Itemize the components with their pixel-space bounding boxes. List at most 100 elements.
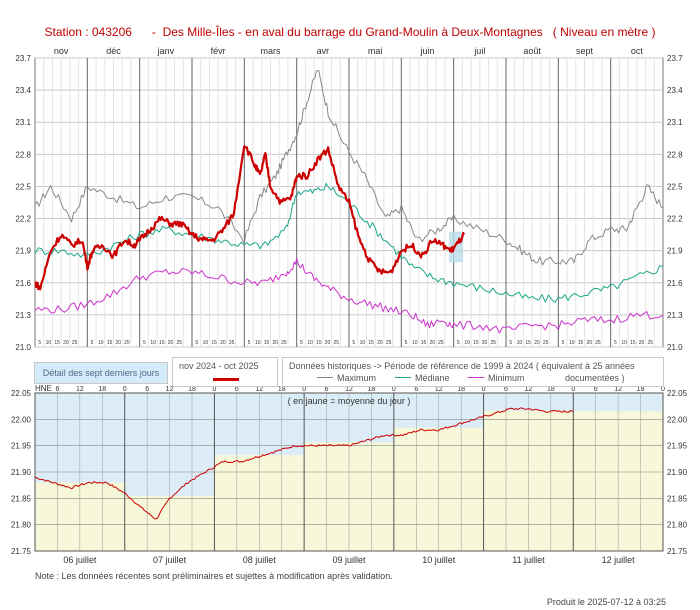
day-tick-label: 25 [333, 340, 339, 346]
day-tick-label: 25 [490, 340, 496, 346]
hour-tick-label: 12 [345, 386, 353, 393]
hour-tick-label: 18 [98, 386, 106, 393]
day-tick-label: 15 [107, 340, 113, 346]
hour-tick-label: 0 [392, 386, 396, 393]
hour-tick-label: 12 [614, 386, 622, 393]
day-tick-label: 10 [98, 340, 104, 346]
hour-tick-label: 6 [235, 386, 239, 393]
hour-tick-label: 18 [457, 386, 465, 393]
day-tick-label: 5 [614, 340, 617, 346]
day-tick-label: 10 [412, 340, 418, 346]
day-tick-label: 25 [543, 340, 549, 346]
maximum-swatch [317, 377, 333, 378]
day-tick-label: 15 [421, 340, 427, 346]
day-tick-label: 25 [72, 340, 78, 346]
month-label: avr [317, 46, 330, 56]
day-tick-label: 5 [562, 340, 565, 346]
timezone-label: HNE [35, 384, 52, 393]
month-label: mai [368, 46, 383, 56]
day-label: 08 juillet [243, 555, 277, 565]
median-label: Médiane [415, 373, 450, 383]
hour-tick-label: 6 [504, 386, 508, 393]
hour-tick-label: 6 [594, 386, 598, 393]
y-tick-label-left: 21.80 [11, 521, 32, 530]
month-label: mars [261, 46, 281, 56]
day-tick-label: 5 [457, 340, 460, 346]
day-tick-label: 10 [464, 340, 470, 346]
y-tick-label-left: 21.0 [15, 343, 31, 352]
y-tick-label-right: 21.85 [667, 494, 688, 503]
day-label: 11 juillet [512, 555, 545, 565]
y-tick-label-right: 22.00 [667, 415, 688, 424]
day-tick-label: 25 [595, 340, 601, 346]
series-line-minimum [34, 257, 664, 334]
hour-tick-label: 18 [637, 386, 645, 393]
period-swatch [213, 378, 239, 381]
hour-tick-label: 0 [571, 386, 575, 393]
day-tick-label: 10 [46, 340, 52, 346]
day-tick-label: 15 [368, 340, 374, 346]
day-tick-label: 20 [482, 340, 488, 346]
month-label: août [523, 46, 541, 56]
day-tick-label: 20 [63, 340, 69, 346]
y-tick-label-right: 21.0 [667, 343, 683, 352]
hour-tick-label: 18 [368, 386, 376, 393]
day-tick-label: 15 [264, 340, 270, 346]
day-tick-label: 25 [176, 340, 182, 346]
day-tick-label: 10 [569, 340, 575, 346]
median-swatch [395, 377, 411, 378]
detail-series-line [34, 407, 574, 520]
y-tick-label-left: 21.85 [11, 494, 32, 503]
day-tick-label: 20 [377, 340, 383, 346]
minimum-label: Minimum [488, 373, 525, 383]
y-tick-label-right: 22.5 [667, 182, 683, 191]
day-tick-label: 5 [38, 340, 41, 346]
day-tick-label: 25 [438, 340, 444, 346]
hour-tick-label: 0 [661, 386, 665, 393]
y-tick-label-right: 21.6 [667, 279, 683, 288]
hour-tick-label: 18 [188, 386, 196, 393]
day-label: 12 juillet [602, 555, 636, 565]
month-label: juin [419, 46, 434, 56]
hour-tick-label: 6 [325, 386, 329, 393]
hour-tick-label: 0 [212, 386, 216, 393]
day-tick-label: 5 [248, 340, 251, 346]
y-tick-label-left: 22.00 [11, 415, 32, 424]
y-tick-label-right: 23.7 [667, 54, 683, 63]
day-tick-label: 20 [639, 340, 645, 346]
day-label: 10 juillet [422, 555, 456, 565]
hour-tick-label: 12 [525, 386, 533, 393]
hour-tick-label: 12 [76, 386, 84, 393]
y-tick-label-left: 23.4 [15, 86, 31, 95]
chart-title: Station : 043206 - Des Mille-Îles - en a… [44, 25, 656, 39]
hour-tick-label: 0 [123, 386, 127, 393]
day-tick-label: 10 [307, 340, 313, 346]
y-tick-label-left: 22.8 [15, 150, 31, 159]
day-tick-label: 15 [578, 340, 584, 346]
series-line-median [34, 182, 664, 303]
y-tick-label-right: 22.2 [667, 215, 683, 224]
y-tick-label-right: 21.3 [667, 311, 683, 320]
hour-tick-label: 0 [482, 386, 486, 393]
day-tick-label: 20 [220, 340, 226, 346]
day-tick-label: 25 [229, 340, 235, 346]
y-tick-label-right: 21.95 [667, 442, 688, 451]
hour-tick-label: 6 [414, 386, 418, 393]
y-tick-label-left: 23.7 [15, 54, 31, 63]
day-tick-label: 15 [630, 340, 636, 346]
detail-label: Détail des sept derniers jours [42, 368, 160, 378]
recent-week-highlight [449, 231, 464, 263]
y-tick-label-left: 21.3 [15, 311, 31, 320]
maximum-label: Maximum [337, 373, 377, 383]
day-label: 09 juillet [332, 555, 366, 565]
month-label: janv [157, 46, 175, 56]
day-tick-label: 20 [115, 340, 121, 346]
day-tick-label: 25 [386, 340, 392, 346]
y-tick-label-left: 22.05 [11, 389, 32, 398]
y-tick-label-right: 22.05 [667, 389, 688, 398]
month-label: févr [211, 46, 226, 56]
hour-tick-label: 18 [547, 386, 555, 393]
series-line-current [34, 145, 466, 291]
y-tick-label-left: 23.1 [15, 118, 31, 127]
